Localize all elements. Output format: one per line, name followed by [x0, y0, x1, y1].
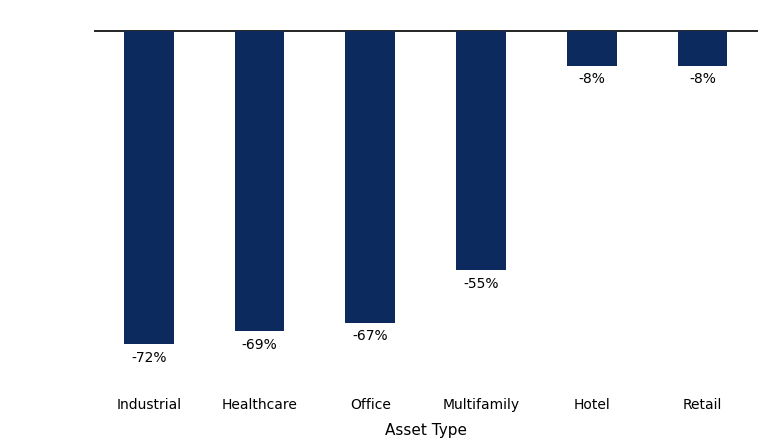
- Bar: [234, 31, 284, 332]
- X-axis label: Asset Type: Asset Type: [385, 423, 466, 438]
- Text: -67%: -67%: [352, 329, 388, 343]
- Text: -8%: -8%: [689, 72, 716, 86]
- Bar: [678, 31, 727, 66]
- Text: -8%: -8%: [578, 72, 605, 86]
- Text: -72%: -72%: [131, 351, 166, 365]
- Bar: [567, 31, 617, 66]
- Bar: [456, 31, 506, 270]
- Text: -69%: -69%: [241, 338, 277, 352]
- Bar: [124, 31, 173, 344]
- Bar: [345, 31, 395, 323]
- Text: -55%: -55%: [463, 277, 499, 291]
